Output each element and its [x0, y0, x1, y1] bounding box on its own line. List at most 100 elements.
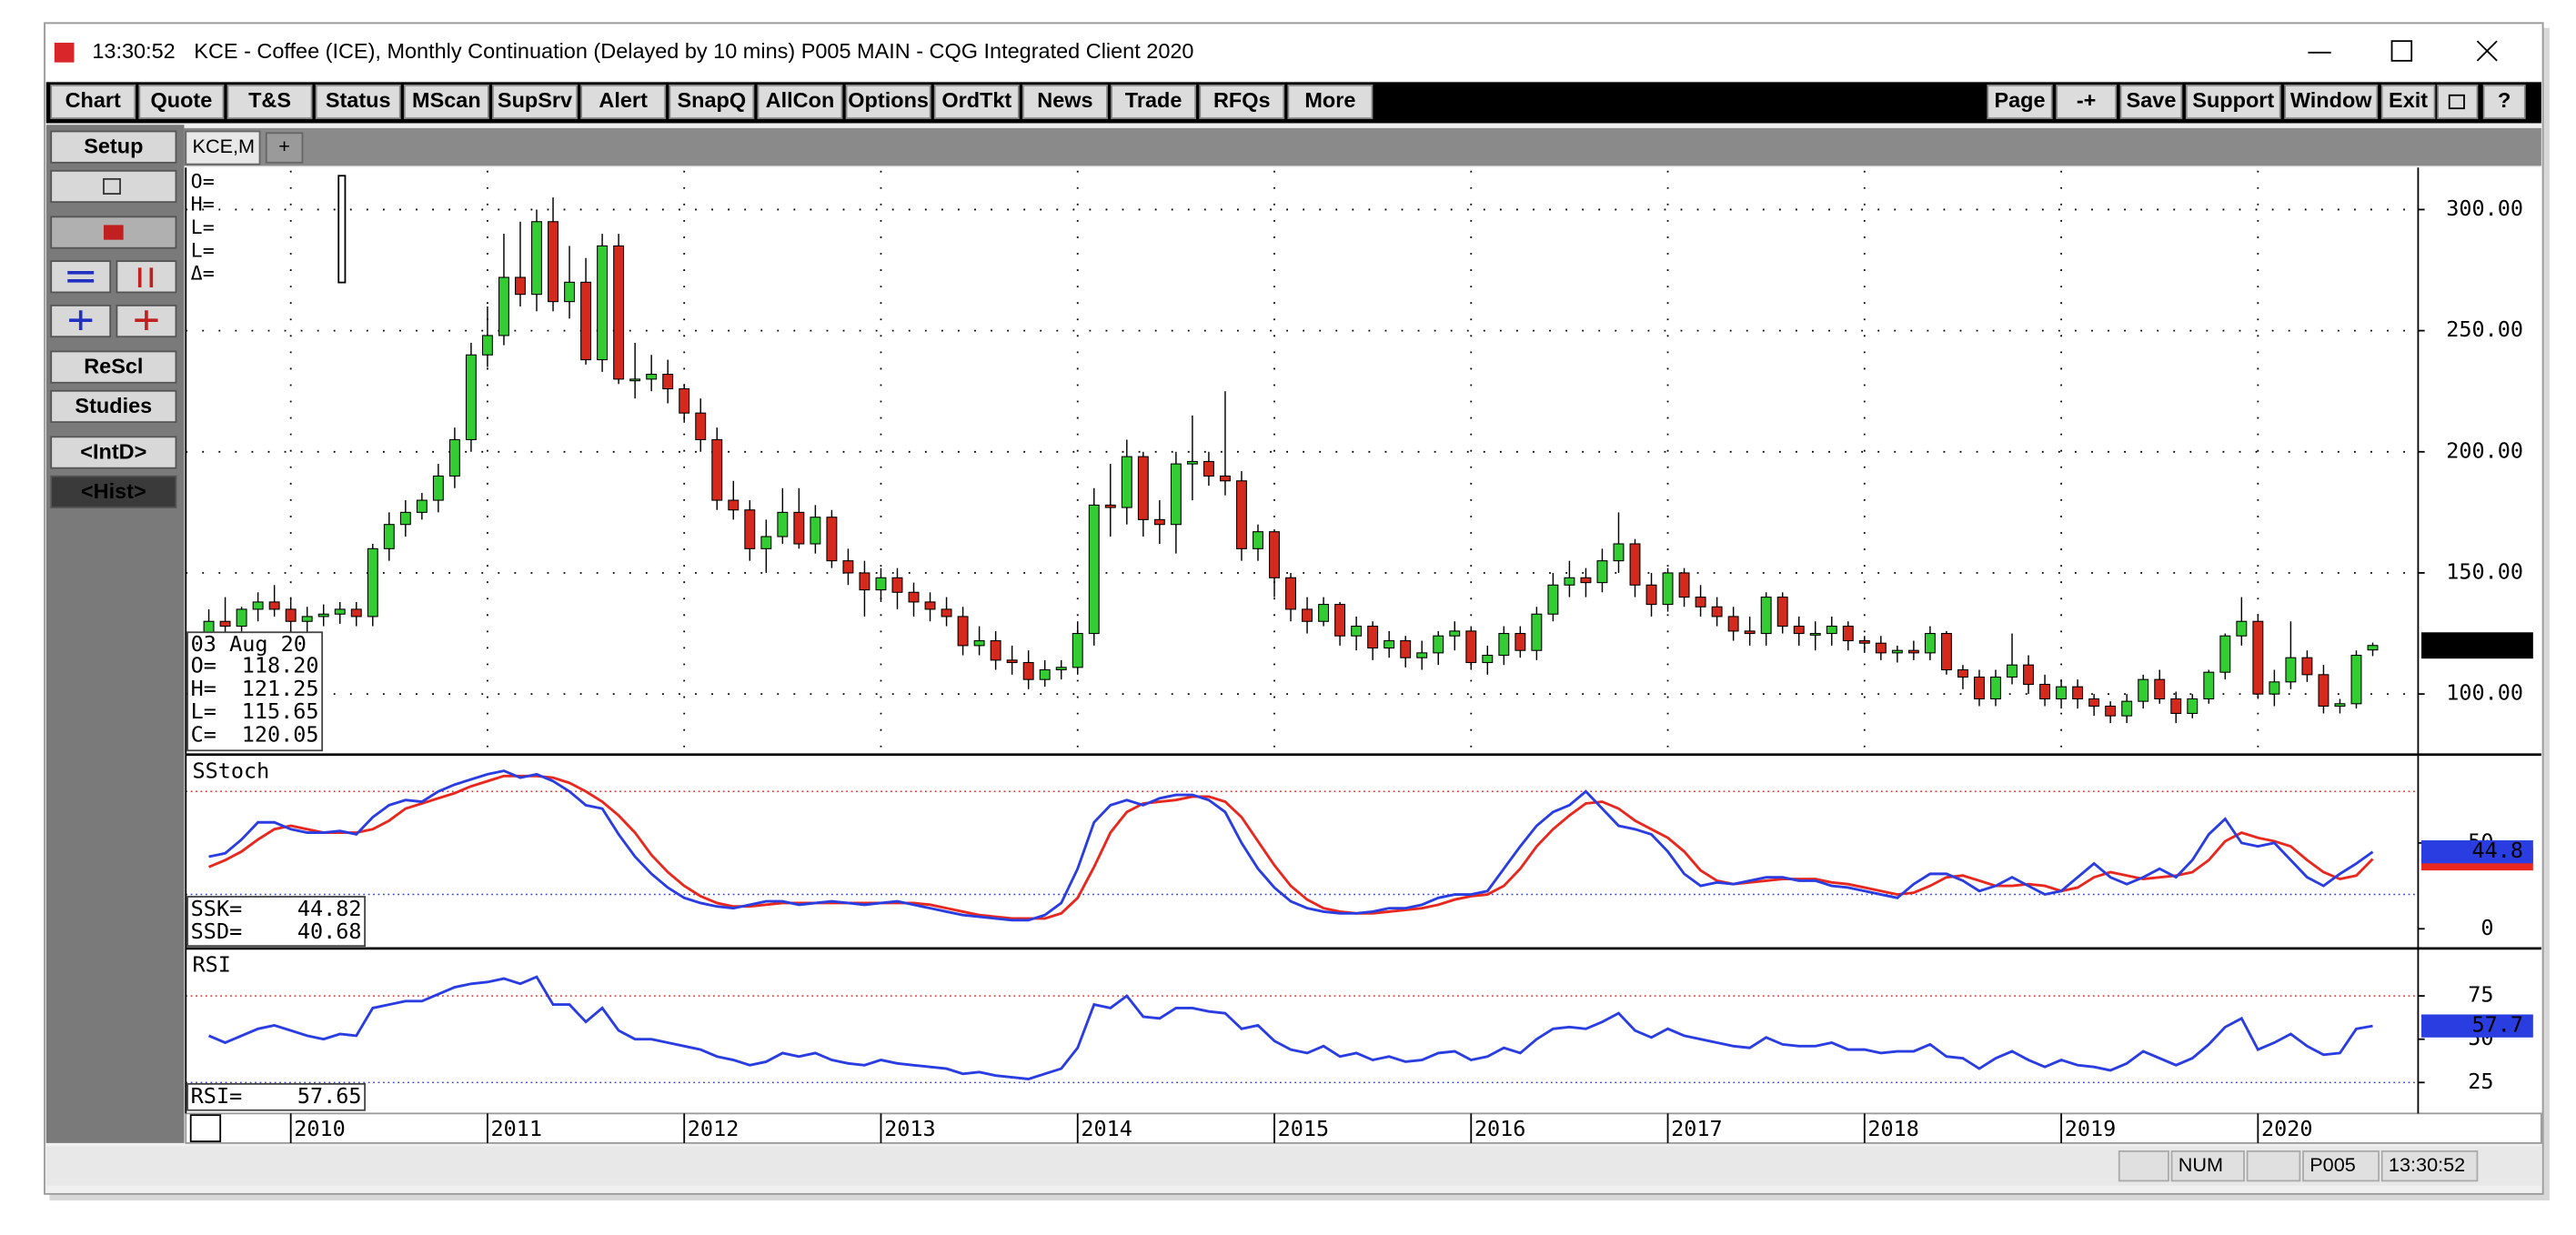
candle-body — [2170, 698, 2182, 715]
x-tick-label: 2018 — [1867, 1116, 1919, 1141]
plot: O=H=L=L=Δ=100.00150.00200.00250.00300.00… — [185, 167, 2541, 1143]
candle-body — [2334, 703, 2346, 708]
indicator-line — [208, 769, 2374, 922]
toolbar-button[interactable] — [933, 85, 1020, 119]
status-fields: NUM P005 13:30:52 — [2118, 1150, 2479, 1182]
sidebar-button[interactable] — [50, 436, 177, 469]
sidebar-label: <Hist> — [81, 479, 146, 503]
scroll-left-button[interactable] — [50, 260, 112, 294]
status-text: P005 — [2309, 1153, 2356, 1176]
candle-body — [2105, 705, 2117, 717]
toolbar-button[interactable] — [1287, 85, 1374, 119]
toolbar-button[interactable] — [1111, 85, 1197, 119]
toolbar-button[interactable] — [403, 85, 489, 119]
restore-button[interactable] — [2437, 85, 2479, 119]
toolbar-label: News — [1037, 88, 1092, 112]
candle-body — [2318, 674, 2329, 708]
candle-body — [826, 517, 838, 562]
toolbar-button[interactable] — [2380, 85, 2436, 119]
toolbar-button[interactable] — [1987, 85, 2053, 119]
tool-icon — [103, 225, 124, 240]
candle-body — [1269, 531, 1280, 578]
sidebar-button[interactable] — [50, 350, 177, 384]
toolbar-button[interactable] — [2185, 85, 2281, 119]
candle-body — [1924, 633, 1936, 654]
candle-body — [1678, 572, 1690, 598]
toolbar-label: SupSrv — [498, 88, 572, 112]
candle-body — [1760, 597, 1772, 635]
candle-body — [777, 511, 789, 537]
legend-label: SSK= — [191, 896, 243, 921]
candle-body — [2301, 657, 2313, 676]
toolbar-button[interactable] — [1021, 85, 1108, 119]
tab[interactable] — [185, 130, 261, 166]
toolbar-button[interactable] — [138, 85, 225, 119]
tab-add-label: + — [278, 135, 290, 157]
zoom-icon — [69, 310, 93, 330]
candle-body — [1104, 504, 1116, 508]
maximize-button[interactable] — [2390, 40, 2413, 62]
candle-body — [711, 438, 723, 501]
candle-body — [1596, 560, 1608, 584]
toolbar-button[interactable] — [226, 85, 313, 119]
candle-body — [2203, 671, 2215, 700]
sidebar-button[interactable] — [50, 389, 177, 424]
toolbar-button[interactable] — [1199, 85, 1285, 119]
candle-body — [285, 608, 297, 622]
candle-body — [1907, 649, 1919, 654]
candle-body — [350, 608, 362, 618]
toolbar-button[interactable] — [2056, 85, 2118, 119]
candle-body — [2007, 664, 2018, 678]
x-tick-label: 2020 — [2261, 1116, 2313, 1141]
candle-body — [1384, 640, 1395, 649]
candle-body — [1285, 577, 1296, 610]
candle-body — [1776, 597, 1788, 628]
candle-body — [662, 374, 674, 390]
cursor-info-label: H= — [191, 194, 215, 216]
toolbar-button[interactable] — [757, 85, 843, 119]
data-box-value: 121.25 — [242, 676, 319, 701]
sidebar-button[interactable] — [50, 475, 177, 508]
print-button[interactable] — [50, 169, 177, 204]
toolbar-button[interactable] — [2284, 85, 2379, 119]
last-price-tag — [2421, 632, 2533, 659]
chart-area — [186, 167, 2541, 1114]
toolbar-button[interactable] — [580, 85, 667, 119]
toolbar-button[interactable] — [2119, 85, 2183, 119]
x-tick-label: 2017 — [1671, 1116, 1723, 1141]
tab-bar — [184, 127, 2541, 166]
candle-body — [515, 276, 526, 296]
candle-body — [1202, 460, 1214, 477]
y-tick-label: 300.00 — [2446, 196, 2523, 221]
toolbar-button[interactable] — [492, 85, 578, 119]
candle-body — [1809, 633, 1821, 636]
help-button[interactable] — [2482, 85, 2526, 119]
toolbar-button[interactable] — [315, 85, 401, 119]
candle-body — [646, 374, 658, 380]
data-box-date: 03 Aug 20 — [191, 631, 307, 657]
data-box-label: C= — [191, 722, 216, 748]
toolbar-button[interactable] — [50, 85, 136, 119]
candle-body — [1170, 463, 1182, 526]
toolbar-label: Page — [1994, 88, 2045, 112]
sidebar-button[interactable] — [50, 130, 177, 164]
close-button[interactable] — [2476, 40, 2498, 62]
candle-body — [1891, 649, 1903, 654]
y-tick-label: 0 — [2480, 915, 2493, 940]
legend-value: 44.82 — [297, 896, 362, 921]
status-field — [2118, 1150, 2169, 1182]
toolbar-button[interactable] — [669, 85, 755, 119]
title-text: KCE - Coffee (ICE), Monthly Continuation… — [194, 39, 1193, 63]
pane-title: SStoch — [192, 758, 269, 783]
candle-body — [2138, 678, 2149, 702]
candle-body — [252, 601, 264, 610]
candle-body — [1253, 531, 1263, 549]
candle-body — [1334, 604, 1346, 637]
tab-add[interactable] — [265, 132, 304, 164]
scroll-right-button[interactable] — [116, 260, 177, 294]
sidebar-label: <IntD> — [80, 440, 146, 464]
candle-body — [416, 499, 428, 513]
toolbar-button[interactable] — [845, 85, 931, 119]
